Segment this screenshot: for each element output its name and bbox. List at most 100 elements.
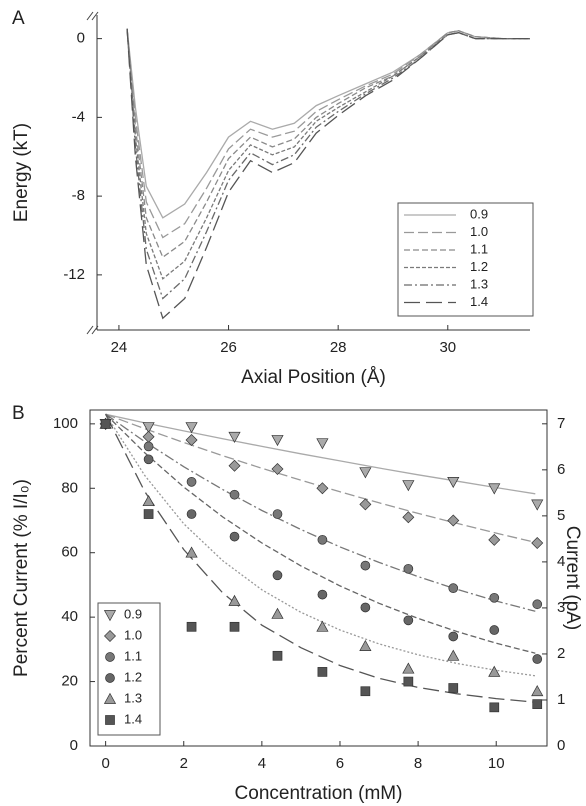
marker (402, 480, 415, 492)
marker (403, 563, 414, 574)
y-tick-label: 0 (70, 737, 78, 754)
marker (359, 639, 372, 651)
marker (229, 621, 240, 632)
line-series (126, 28, 530, 280)
marker (488, 665, 501, 677)
marker (100, 419, 111, 429)
fit-line (105, 413, 536, 677)
marker (104, 630, 116, 642)
marker (359, 498, 372, 511)
line-series (126, 28, 530, 259)
legend-label: 1.0 (124, 627, 142, 642)
marker (142, 422, 155, 434)
legend-label: 1.4 (124, 711, 142, 726)
y2-tick-label: 6 (557, 461, 565, 478)
marker (360, 560, 371, 571)
legend-label: 1.3 (124, 690, 142, 705)
legend: 0.9 1.0 1.1 1.2 1.3 1.4 (397, 202, 534, 317)
y-tick-label: 80 (61, 479, 78, 496)
x-tick-label: 8 (414, 755, 422, 772)
marker (402, 662, 415, 674)
marker (228, 594, 241, 606)
legend-label: 1.1 (124, 648, 142, 663)
y2-tick-label: 0 (557, 737, 565, 754)
legend-label: 0.9 (124, 606, 142, 621)
plot-frame (89, 409, 548, 747)
marker (105, 715, 115, 725)
marker (448, 683, 459, 693)
y2-tick-label: 2 (557, 645, 565, 662)
y2-tick-label: 7 (557, 415, 565, 432)
marker (489, 702, 500, 713)
marker (271, 607, 284, 619)
legend-box (397, 202, 534, 317)
marker (531, 685, 544, 697)
marker (447, 514, 460, 527)
marker (272, 650, 283, 661)
marker (447, 476, 460, 489)
legend-label: 1.4 (470, 294, 488, 309)
y-tick-label: -4 (72, 108, 85, 125)
legend-label: 0.9 (470, 206, 488, 221)
x-tick-label: 4 (258, 755, 266, 772)
marker (489, 592, 500, 603)
marker (403, 615, 414, 626)
x-axis-label: Concentration (mM) (235, 783, 403, 804)
legend-label: 1.3 (470, 276, 488, 291)
legend-box (97, 602, 161, 736)
y-tick-label: 20 (61, 673, 78, 690)
y-tick-label: 0 (77, 30, 85, 47)
line-series (126, 28, 530, 239)
y-tick-label: 60 (61, 544, 78, 561)
y-tick-label: 100 (53, 415, 78, 432)
marker (402, 511, 415, 524)
marker (186, 621, 197, 632)
marker (448, 631, 459, 642)
x-tick-label: 30 (439, 339, 456, 356)
y-tick-label: 40 (61, 608, 78, 625)
marker (403, 676, 414, 687)
marker (229, 531, 240, 542)
y2-tick-label: 5 (557, 507, 565, 524)
marker (360, 686, 371, 697)
x-tick-label: 6 (336, 755, 344, 772)
marker (143, 441, 154, 452)
marker (531, 499, 544, 511)
y2-tick-label: 1 (557, 691, 565, 708)
x-tick-label: 2 (180, 755, 188, 772)
marker (185, 433, 198, 446)
legend-label: 1.1 (470, 241, 488, 256)
marker (317, 589, 328, 600)
marker (105, 652, 115, 662)
marker (143, 509, 154, 519)
marker (448, 583, 459, 593)
marker (317, 667, 328, 677)
y2-axis-label: Current (pA) (562, 526, 583, 631)
marker (531, 537, 544, 550)
marker (360, 602, 371, 613)
marker (271, 462, 284, 475)
marker (103, 610, 117, 622)
x-tick-label: 26 (220, 339, 237, 356)
marker (532, 699, 543, 709)
marker (316, 482, 329, 495)
marker (229, 489, 240, 500)
marker (186, 476, 197, 487)
marker (316, 438, 329, 450)
fit-line (105, 413, 536, 495)
y-axis-label: Energy (kT) (11, 123, 32, 222)
marker (186, 509, 197, 519)
marker (142, 430, 155, 443)
legend: 0.9 1.0 1.1 1.2 1.3 1.4 (97, 602, 161, 736)
fit-line (105, 413, 536, 544)
marker (272, 509, 283, 519)
legend-label: 1.0 (470, 224, 488, 239)
legend-label: 1.2 (124, 669, 142, 684)
marker (489, 625, 500, 635)
fit-line (105, 413, 536, 703)
marker (185, 546, 198, 558)
line-series (126, 28, 530, 320)
marker (359, 467, 372, 479)
